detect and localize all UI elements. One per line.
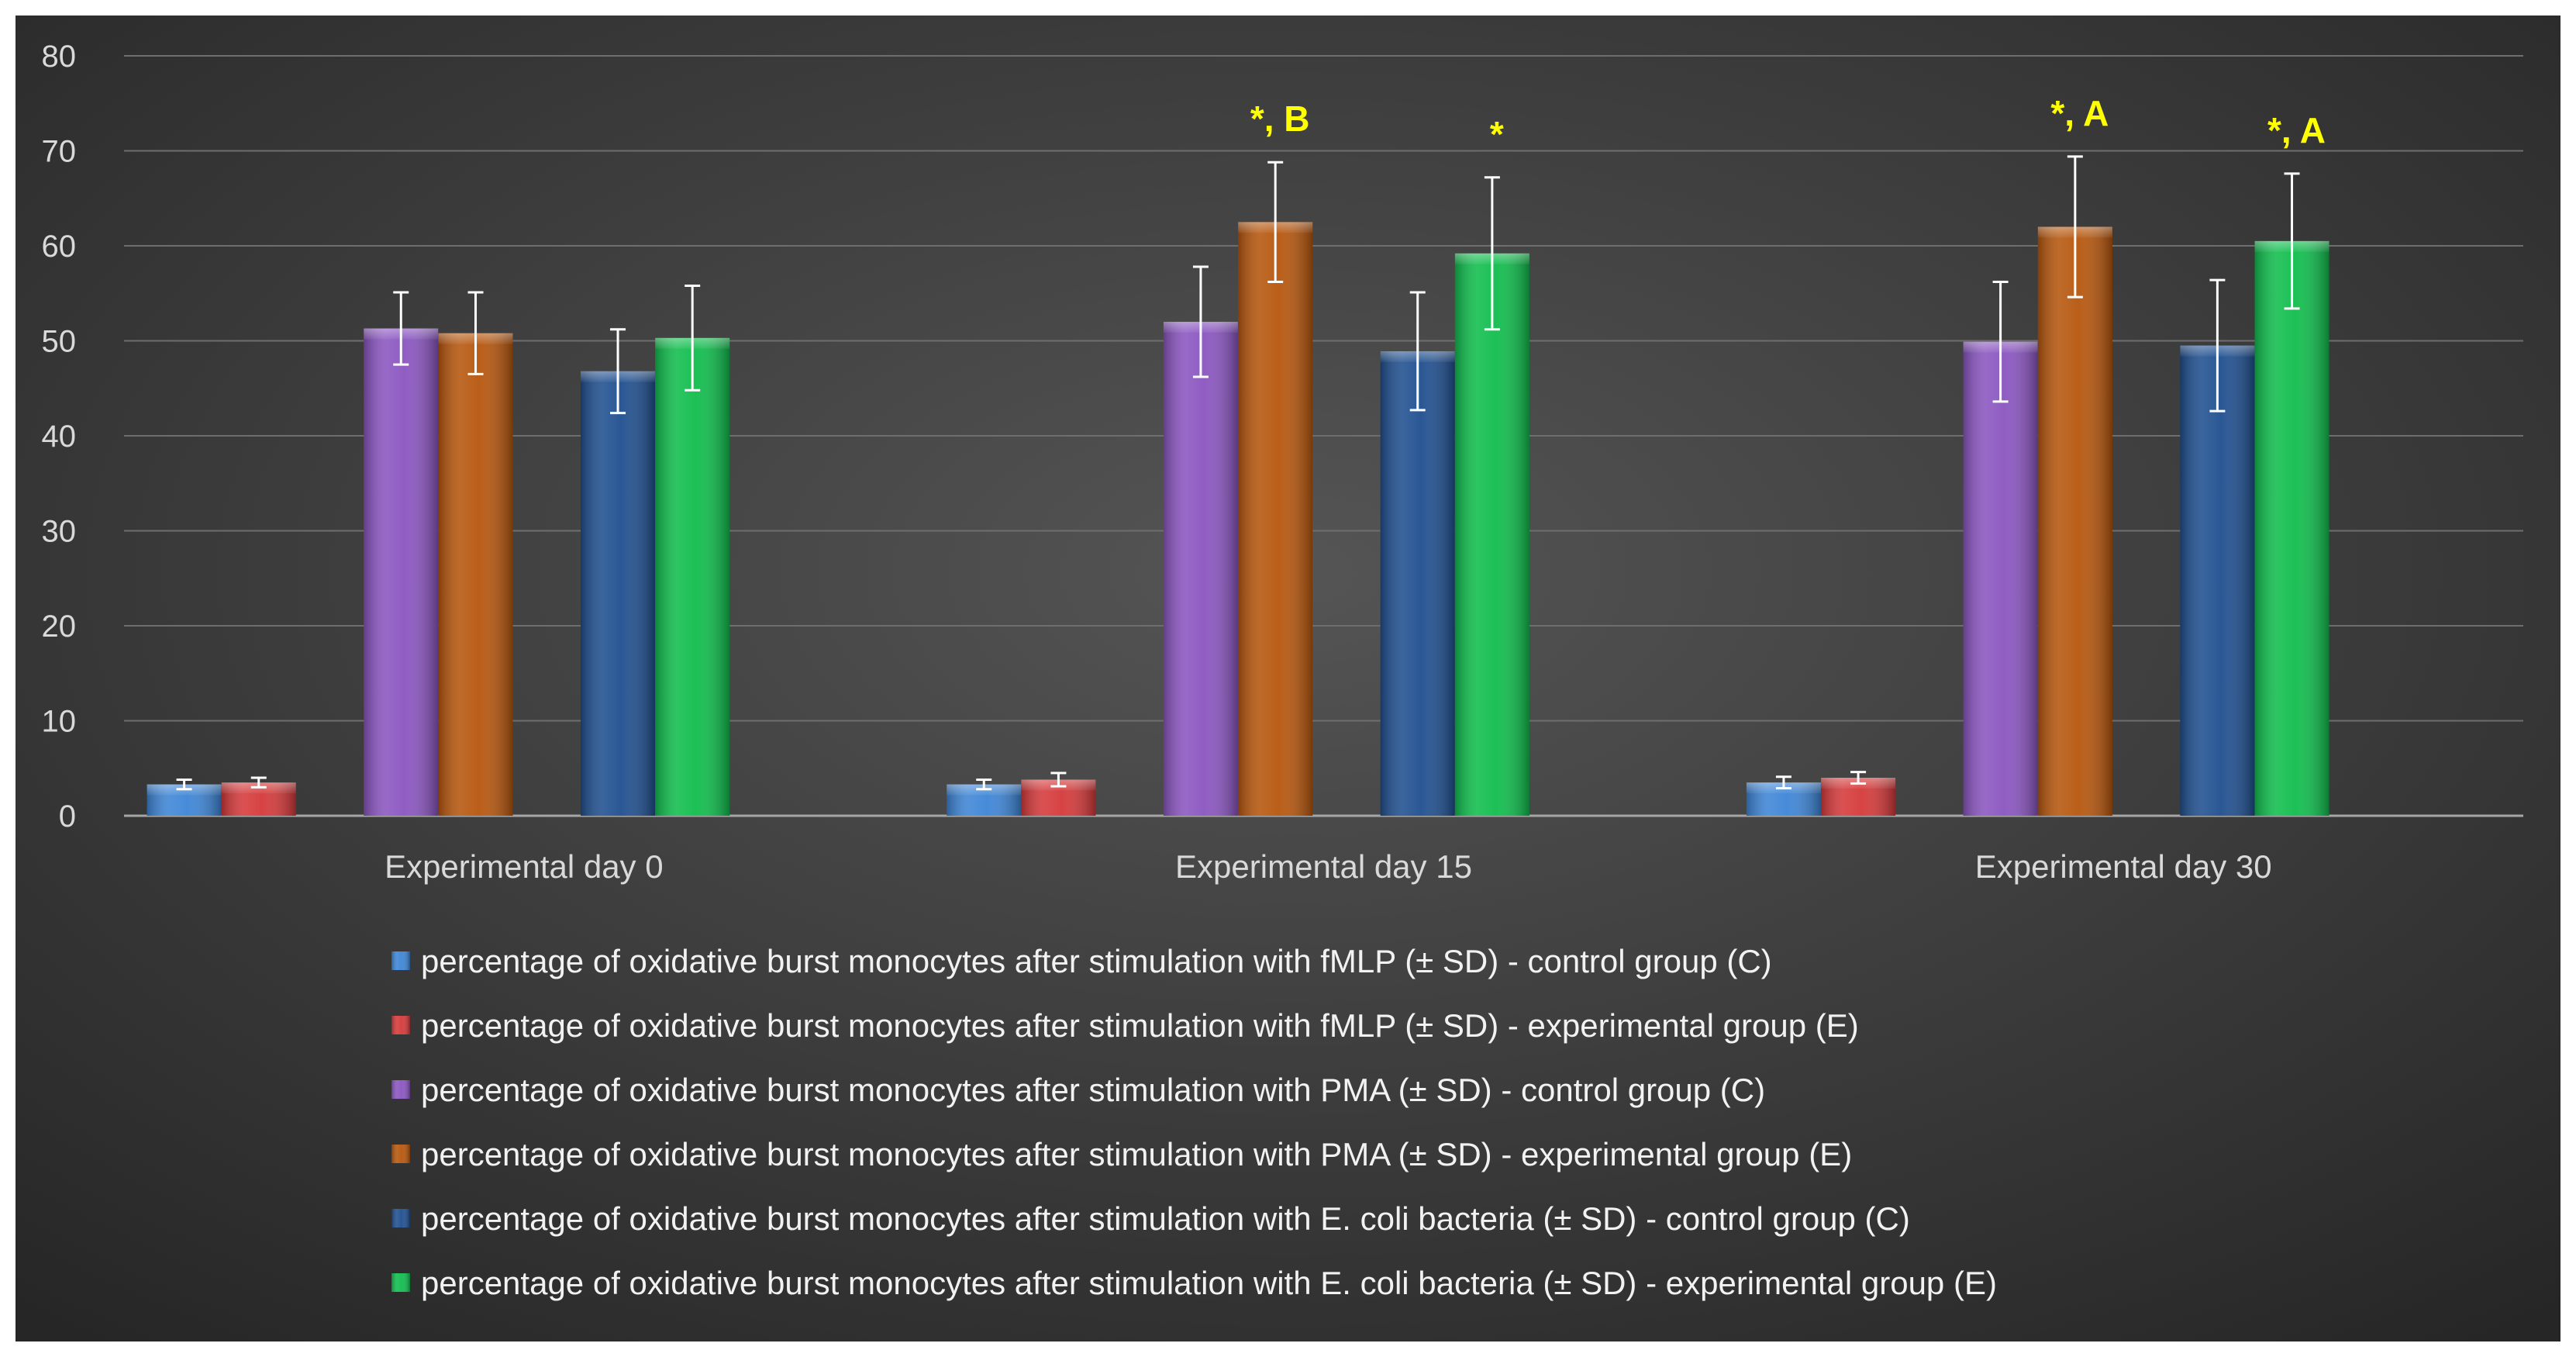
legend-label: percentage of oxidative burst monocytes … — [421, 1200, 1910, 1237]
legend-label: percentage of oxidative burst monocytes … — [421, 1072, 1765, 1108]
legend-item: percentage of oxidative burst monocytes … — [391, 1265, 1997, 1301]
bar-shading — [1163, 322, 1238, 816]
significance-annotation: *, A — [2267, 110, 2326, 150]
error-bar — [685, 284, 701, 392]
error-bar — [176, 778, 192, 791]
bar — [2037, 226, 2112, 816]
y-tick-label: 80 — [42, 40, 77, 74]
error-bar — [393, 291, 409, 366]
error-bar — [1850, 771, 1867, 785]
bar-shading — [1238, 222, 1313, 816]
bar — [438, 333, 513, 816]
y-tick-label: 40 — [42, 420, 77, 454]
error-bar — [1267, 161, 1284, 284]
legend-item: percentage of oxidative burst monocytes … — [391, 1200, 1910, 1237]
legend-swatch-shading — [391, 1016, 410, 1034]
bar-shading — [2180, 345, 2255, 816]
error-bar — [976, 778, 992, 791]
bar — [655, 337, 730, 816]
bar-shading — [2254, 240, 2329, 816]
y-tick-label: 50 — [42, 325, 77, 359]
error-bar — [1484, 176, 1500, 331]
legend-swatch-shading — [391, 1209, 410, 1228]
y-tick-label: 30 — [42, 515, 77, 549]
significance-annotation: *, B — [1250, 98, 1310, 139]
error-bar — [2067, 155, 2083, 299]
bar-shading — [581, 371, 656, 816]
legend-label: percentage of oxidative burst monocytes … — [421, 943, 1772, 979]
error-bar — [1409, 291, 1426, 412]
y-tick-label: 20 — [42, 609, 77, 644]
category-label: Experimental day 30 — [1975, 848, 2272, 885]
error-bar — [1775, 775, 1791, 789]
bar — [1380, 350, 1455, 817]
category-label: Experimental day 0 — [385, 848, 664, 885]
legend-swatch-shading — [391, 1080, 410, 1099]
y-tick-label: 0 — [59, 799, 76, 834]
legend-label: percentage of oxidative burst monocytes … — [421, 1136, 1852, 1172]
bar — [1454, 253, 1529, 816]
bar — [1163, 322, 1238, 816]
legend-item: percentage of oxidative burst monocytes … — [391, 1072, 1765, 1108]
error-bar — [1992, 281, 2009, 403]
y-tick-label: 70 — [42, 135, 77, 169]
error-bar — [1192, 265, 1209, 378]
bar-shading — [655, 337, 730, 816]
bar — [1021, 779, 1096, 816]
bar — [1963, 341, 2038, 817]
bar — [581, 371, 656, 816]
y-tick-label: 60 — [42, 230, 77, 264]
legend-swatch-shading — [391, 1145, 410, 1163]
bar-shading — [2037, 226, 2112, 816]
error-bar — [467, 291, 484, 375]
bar — [2254, 240, 2329, 816]
significance-annotation: *, A — [2050, 93, 2109, 133]
significance-annotation: * — [1490, 114, 1504, 154]
legend-item: percentage of oxidative burst monocytes … — [391, 943, 1772, 979]
bar-shading — [364, 328, 439, 816]
error-bar — [1050, 772, 1067, 788]
error-bar — [2284, 172, 2300, 310]
error-bar — [2209, 278, 2226, 413]
bar — [364, 328, 439, 816]
legend-label: percentage of oxidative burst monocytes … — [421, 1007, 1859, 1044]
bar — [2180, 345, 2255, 816]
bar — [1238, 222, 1313, 816]
category-label: Experimental day 15 — [1175, 848, 1472, 885]
legend-item: percentage of oxidative burst monocytes … — [391, 1007, 1859, 1044]
bar-shading — [1454, 253, 1529, 816]
legend-swatch-shading — [391, 1273, 410, 1292]
legend-item: percentage of oxidative burst monocytes … — [391, 1136, 1852, 1172]
error-bar — [610, 328, 626, 415]
bar-shading — [1380, 350, 1455, 817]
y-tick-label: 10 — [42, 705, 77, 739]
legend-label: percentage of oxidative burst monocytes … — [421, 1265, 1997, 1301]
bar-shading — [1963, 341, 2038, 817]
error-bar — [250, 776, 267, 789]
legend-swatch-shading — [391, 951, 410, 970]
bar — [1821, 778, 1896, 816]
bar-shading — [438, 333, 513, 816]
